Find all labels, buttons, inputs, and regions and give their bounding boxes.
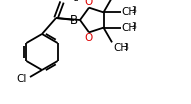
Text: Cl: Cl (17, 74, 27, 84)
Text: 3: 3 (123, 43, 128, 52)
Text: CH: CH (121, 7, 137, 17)
Text: 2: 2 (74, 0, 79, 3)
Text: CH: CH (121, 23, 137, 33)
Text: 3: 3 (132, 22, 136, 31)
Text: CH: CH (113, 43, 128, 53)
Text: 3: 3 (132, 6, 136, 15)
Text: O: O (85, 0, 93, 7)
Text: B: B (70, 14, 78, 27)
Text: O: O (85, 33, 93, 43)
